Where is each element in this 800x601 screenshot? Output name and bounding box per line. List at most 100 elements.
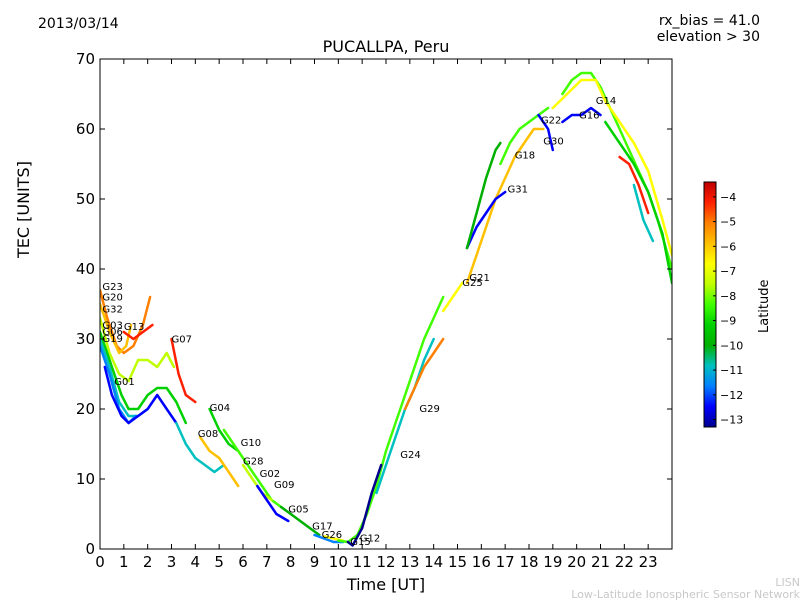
series-line-g13: [122, 323, 154, 341]
x-tick-label: 21: [591, 553, 610, 571]
colorbar-tick-label: −13: [720, 414, 743, 427]
satellite-label-g01: G01: [114, 377, 134, 388]
series-line-g14e: [604, 120, 672, 285]
series-line-g12: [337, 295, 445, 544]
colorbar-tick-label: −10: [720, 339, 743, 352]
x-tick-label: 2: [143, 553, 153, 571]
series-line-g01: [103, 365, 178, 425]
x-tick-label: 10: [329, 553, 348, 571]
series-line-g22: [499, 106, 550, 166]
series-line-g14c: [618, 155, 650, 215]
rx-bias-label: rx_bias = 41.0: [658, 13, 760, 29]
series-line-g31: [465, 190, 507, 250]
satellite-label-g19: G19: [102, 334, 122, 345]
x-tick-label: 18: [519, 553, 538, 571]
series-line-g20: [100, 302, 133, 355]
colorbar-tick-label: −7: [720, 265, 736, 278]
series-line-g18: [465, 141, 502, 250]
satellite-label-g03: G03: [102, 321, 122, 332]
x-tick-label: 6: [238, 553, 248, 571]
series-line-g04: [208, 407, 240, 453]
satellite-label-g23: G23: [102, 282, 122, 293]
x-tick-label: 22: [615, 553, 634, 571]
satellite-label-g21: G21: [469, 273, 489, 284]
x-tick-label: 7: [262, 553, 272, 571]
date-label: 2013/03/14: [38, 16, 119, 32]
plot-frame: [99, 58, 673, 550]
colorbar-tick-label: −9: [720, 315, 736, 328]
satellite-label-g02: G02: [260, 469, 280, 480]
y-tick-label: 50: [76, 190, 95, 208]
satellite-label-g08: G08: [198, 429, 218, 440]
satellite-label-g12: G12: [360, 533, 380, 544]
satellite-label-g15: G15: [350, 537, 370, 548]
satellite-label-g04: G04: [210, 403, 230, 414]
x-tick-label: 5: [214, 553, 224, 571]
series-line-g28: [198, 435, 240, 488]
y-tick-label: 40: [76, 260, 95, 278]
x-tick-label: 0: [95, 553, 105, 571]
satellite-label-g25: G25: [462, 278, 482, 289]
x-tick-label: 3: [167, 553, 177, 571]
series-line-g05: [279, 505, 321, 537]
satellite-label-g22: G22: [541, 115, 561, 126]
satellite-label-g14: G14: [596, 96, 616, 107]
y-tick-label: 0: [85, 540, 95, 558]
series-line-g07: [170, 337, 197, 404]
satellite-label-g13: G13: [124, 322, 144, 333]
satellite-label-g16: G16: [579, 111, 599, 122]
satellite-label-g09: G09: [274, 480, 294, 491]
colorbar-tick-label: −4: [720, 191, 736, 204]
satellite-label-g18: G18: [515, 150, 535, 161]
x-tick-label: 13: [400, 553, 419, 571]
series-line-g25: [441, 281, 464, 313]
elevation-label: elevation > 30: [656, 29, 760, 45]
colorbar-tick-label: −5: [720, 216, 736, 229]
colorbar: [703, 181, 717, 428]
y-tick-label: 20: [76, 400, 95, 418]
series-line-g14d: [632, 183, 655, 243]
series-line-g30: [537, 113, 555, 152]
series-line-g08: [175, 421, 226, 474]
x-tick-label: 19: [543, 553, 562, 571]
x-tick-label: 17: [496, 553, 515, 571]
satellite-label-g28: G28: [243, 456, 263, 467]
y-tick-label: 70: [76, 50, 95, 68]
x-tick-label: 20: [567, 553, 586, 571]
axes: 0 1 2 3 4 5 6 7 8 9 10 11 12 13 14 15 16 17 18 19 20 21 22 2301…: [76, 50, 672, 571]
satellite-label-g24: G24: [400, 450, 420, 461]
series-line-g32: [100, 316, 176, 383]
satellite-label-g17: G17: [312, 521, 332, 532]
x-axis-label: Time [UT]: [346, 575, 426, 594]
series-line-g29: [403, 337, 445, 411]
x-tick-label: 15: [448, 553, 467, 571]
satellite-label-g10: G10: [241, 438, 261, 449]
satellite-label-g30: G30: [543, 136, 563, 147]
footer-network-abbrev: LISN: [775, 576, 800, 589]
satellite-label-g31: G31: [508, 185, 528, 196]
series-line-g09: [256, 484, 290, 523]
x-tick-label: 11: [353, 553, 372, 571]
colorbar-tick-label: −12: [720, 389, 743, 402]
x-tick-label: 4: [191, 553, 201, 571]
colorbar-tick-label: −8: [720, 290, 736, 303]
x-tick-label: 1: [119, 553, 129, 571]
series-line-g03: [100, 330, 188, 425]
series-line-g15: [346, 463, 383, 547]
series-line-g24: [375, 337, 435, 495]
chart-title: PUCALLPA, Peru: [322, 37, 450, 56]
x-tick-label: 14: [424, 553, 443, 571]
y-tick-label: 30: [76, 330, 95, 348]
colorbar-ticks: −4 −5 −6 −7 −8 −9 −10 −11 −12 −13: [713, 191, 743, 427]
x-tick-label: 8: [286, 553, 296, 571]
y-tick-label: 60: [76, 120, 95, 138]
series-line-g21: [465, 127, 545, 285]
series-line-g23: [100, 288, 152, 355]
series-layer: [100, 71, 672, 547]
satellite-label-g20: G20: [102, 293, 122, 304]
colorbar-tick-label: −11: [720, 364, 743, 377]
y-tick-label: 10: [76, 470, 95, 488]
x-tick-label: 23: [639, 553, 658, 571]
